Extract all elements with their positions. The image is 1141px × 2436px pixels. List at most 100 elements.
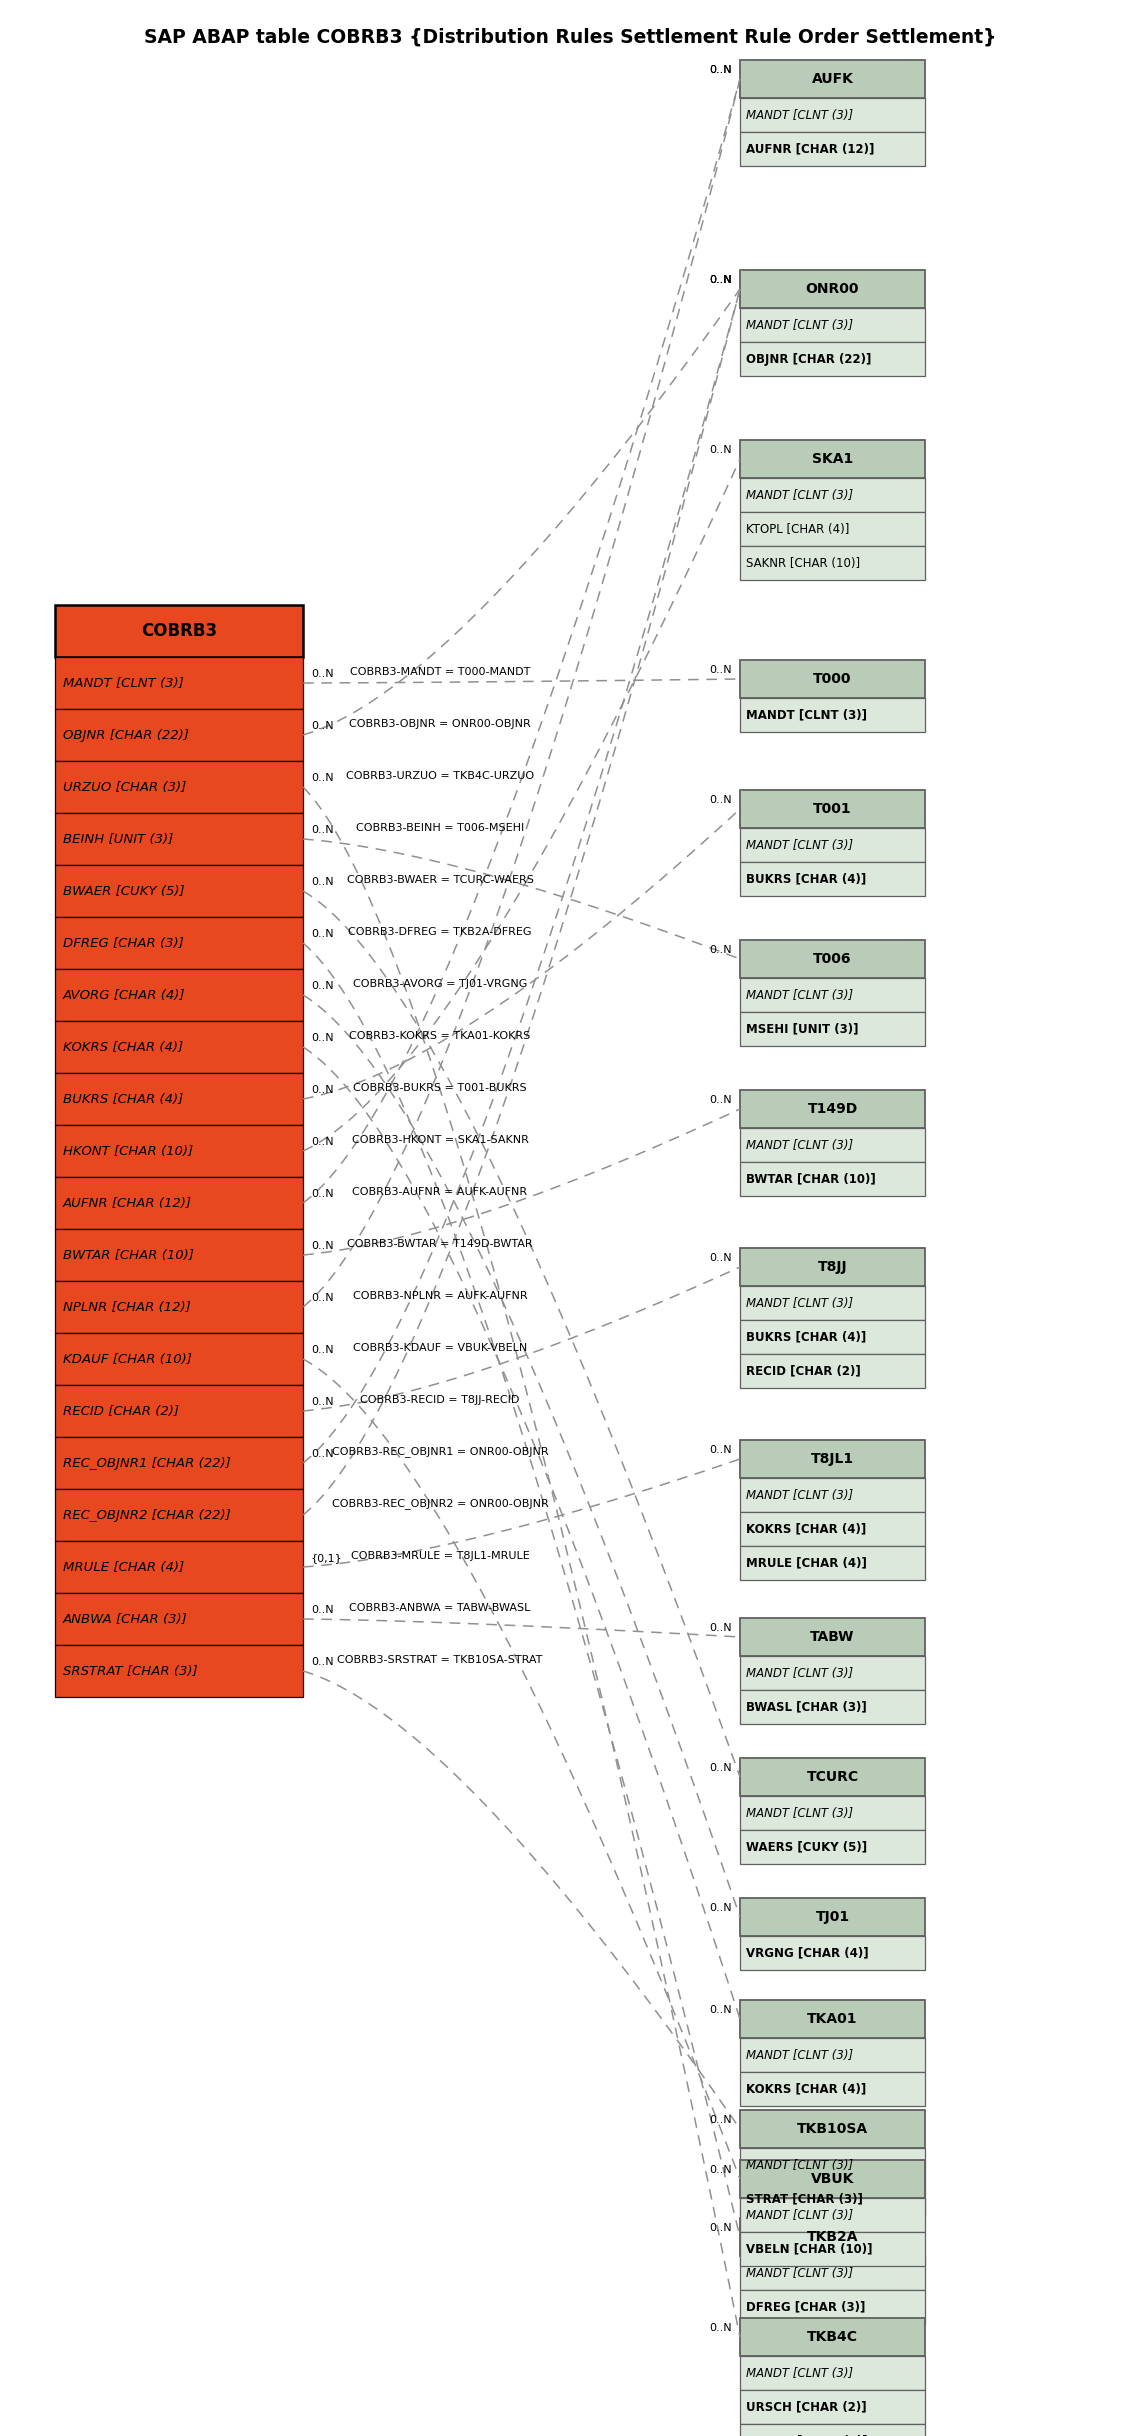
Text: 0..N: 0..N: [710, 1764, 733, 1773]
Bar: [741, 2356, 925, 2390]
Text: TJ01: TJ01: [816, 1910, 850, 1924]
Bar: [55, 1386, 304, 1437]
Text: COBRB3-BEINH = T006-MSEHI: COBRB3-BEINH = T006-MSEHI: [356, 823, 524, 833]
Text: SAKNR [CHAR (10)]: SAKNR [CHAR (10)]: [746, 555, 860, 570]
Bar: [741, 97, 925, 132]
Bar: [741, 1011, 925, 1045]
Text: 0..N: 0..N: [710, 2224, 733, 2234]
Bar: [741, 2319, 925, 2356]
Bar: [741, 2039, 925, 2073]
Bar: [55, 760, 304, 814]
Text: MSEHI [UNIT (3)]: MSEHI [UNIT (3)]: [746, 1023, 858, 1035]
Bar: [741, 2161, 925, 2197]
Bar: [741, 441, 925, 477]
Text: DFREG [CHAR (3)]: DFREG [CHAR (3)]: [746, 2300, 865, 2314]
Bar: [741, 307, 925, 341]
Text: 0..N: 0..N: [311, 772, 333, 782]
Text: OBJNR [CHAR (22)]: OBJNR [CHAR (22)]: [63, 728, 189, 741]
Text: VRGNG [CHAR (4)]: VRGNG [CHAR (4)]: [746, 1946, 868, 1959]
Bar: [741, 2219, 925, 2256]
Text: 0..N: 0..N: [710, 66, 733, 76]
Bar: [55, 1281, 304, 1332]
Text: BWAER [CUKY (5)]: BWAER [CUKY (5)]: [63, 884, 185, 896]
Text: COBRB3: COBRB3: [141, 621, 217, 641]
Bar: [741, 2424, 925, 2436]
Text: MANDT [CLNT (3)]: MANDT [CLNT (3)]: [746, 1296, 853, 1311]
Bar: [55, 1593, 304, 1644]
Text: COBRB3-SRSTRAT = TKB10SA-STRAT: COBRB3-SRSTRAT = TKB10SA-STRAT: [338, 1654, 543, 1664]
Bar: [741, 1898, 925, 1937]
Text: AUFNR [CHAR (12)]: AUFNR [CHAR (12)]: [746, 141, 874, 156]
Text: BEINH [UNIT (3)]: BEINH [UNIT (3)]: [63, 833, 173, 845]
Text: URZUO [CHAR (3)]: URZUO [CHAR (3)]: [63, 780, 186, 794]
Text: TABW: TABW: [810, 1630, 855, 1644]
Bar: [741, 862, 925, 896]
Text: 0..N: 0..N: [710, 945, 733, 955]
Bar: [741, 2183, 925, 2217]
Text: 0..N: 0..N: [311, 1138, 333, 1147]
Text: COBRB3-ANBWA = TABW-BWASL: COBRB3-ANBWA = TABW-BWASL: [349, 1603, 531, 1613]
Bar: [55, 604, 304, 658]
Bar: [741, 1320, 925, 1354]
Text: KTOPL [CHAR (4)]: KTOPL [CHAR (4)]: [746, 521, 849, 536]
Bar: [741, 660, 925, 699]
Text: STRAT [CHAR (3)]: STRAT [CHAR (3)]: [746, 2192, 863, 2205]
Text: MANDT [CLNT (3)]: MANDT [CLNT (3)]: [746, 490, 853, 502]
Text: 0..N: 0..N: [311, 1033, 333, 1043]
Text: SAP ABAP table COBRB3 {Distribution Rules Settlement Rule Order Settlement}: SAP ABAP table COBRB3 {Distribution Rule…: [144, 27, 997, 46]
Bar: [55, 1332, 304, 1386]
Text: AUFNR [CHAR (12)]: AUFNR [CHAR (12)]: [63, 1196, 192, 1211]
Text: SKA1: SKA1: [812, 453, 853, 465]
Text: T149D: T149D: [808, 1101, 858, 1116]
Text: COBRB3-BWTAR = T149D-BWTAR: COBRB3-BWTAR = T149D-BWTAR: [347, 1240, 533, 1250]
Text: MANDT [CLNT (3)]: MANDT [CLNT (3)]: [746, 709, 867, 721]
Text: BWTAR [CHAR (10)]: BWTAR [CHAR (10)]: [746, 1172, 876, 1186]
Text: MANDT [CLNT (3)]: MANDT [CLNT (3)]: [746, 2265, 853, 2280]
Bar: [55, 1125, 304, 1177]
Text: COBRB3-MRULE = T8JL1-MRULE: COBRB3-MRULE = T8JL1-MRULE: [350, 1552, 529, 1561]
Text: RECID [CHAR (2)]: RECID [CHAR (2)]: [746, 1364, 860, 1376]
Text: 0..N: 0..N: [311, 721, 333, 731]
Text: COBRB3-KOKRS = TKA01-KOKRS: COBRB3-KOKRS = TKA01-KOKRS: [349, 1030, 531, 1040]
Bar: [741, 1618, 925, 1656]
Bar: [741, 2073, 925, 2107]
Bar: [741, 512, 925, 546]
Text: MRULE [CHAR (4)]: MRULE [CHAR (4)]: [63, 1561, 184, 1574]
Bar: [55, 1542, 304, 1593]
Bar: [741, 789, 925, 828]
Text: MANDT [CLNT (3)]: MANDT [CLNT (3)]: [746, 1808, 853, 1820]
Bar: [741, 1759, 925, 1795]
Bar: [741, 1937, 925, 1971]
Bar: [55, 1488, 304, 1542]
Text: 0..N: 0..N: [710, 1903, 733, 1912]
Text: 0..N: 0..N: [710, 1622, 733, 1632]
Text: 0..N: 0..N: [710, 2114, 733, 2124]
Text: URSCH [CHAR (2)]: URSCH [CHAR (2)]: [746, 2399, 867, 2414]
Text: COBRB3-MANDT = T000-MANDT: COBRB3-MANDT = T000-MANDT: [350, 667, 531, 677]
Bar: [741, 828, 925, 862]
Bar: [741, 977, 925, 1011]
Bar: [741, 1440, 925, 1479]
Text: 0..N: 0..N: [311, 1294, 333, 1303]
Bar: [55, 1072, 304, 1125]
Text: 0..N: 0..N: [311, 877, 333, 887]
Text: 0..N: 0..N: [710, 2166, 733, 2175]
Text: MRULE [CHAR (4)]: MRULE [CHAR (4)]: [746, 1557, 867, 1569]
Text: 0..N: 0..N: [311, 982, 333, 991]
Text: 0..N: 0..N: [311, 1345, 333, 1354]
Bar: [741, 1479, 925, 1513]
Bar: [55, 709, 304, 760]
Text: 0..N: 0..N: [710, 275, 733, 285]
Text: AVORG [CHAR (4)]: AVORG [CHAR (4)]: [63, 989, 186, 1001]
Text: 0..N: 0..N: [710, 2324, 733, 2334]
Bar: [55, 1230, 304, 1281]
Text: TKB10SA: TKB10SA: [796, 2122, 868, 2136]
Text: MANDT [CLNT (3)]: MANDT [CLNT (3)]: [746, 989, 853, 1001]
Text: BUKRS [CHAR (4)]: BUKRS [CHAR (4)]: [746, 1330, 866, 1345]
Text: MANDT [CLNT (3)]: MANDT [CLNT (3)]: [746, 110, 853, 122]
Text: 0..N: 0..N: [710, 2005, 733, 2015]
Text: 0..N: 0..N: [710, 1252, 733, 1262]
Text: T8JL1: T8JL1: [811, 1452, 855, 1466]
Text: TKB2A: TKB2A: [807, 2229, 858, 2244]
Text: T8JJ: T8JJ: [818, 1259, 848, 1274]
